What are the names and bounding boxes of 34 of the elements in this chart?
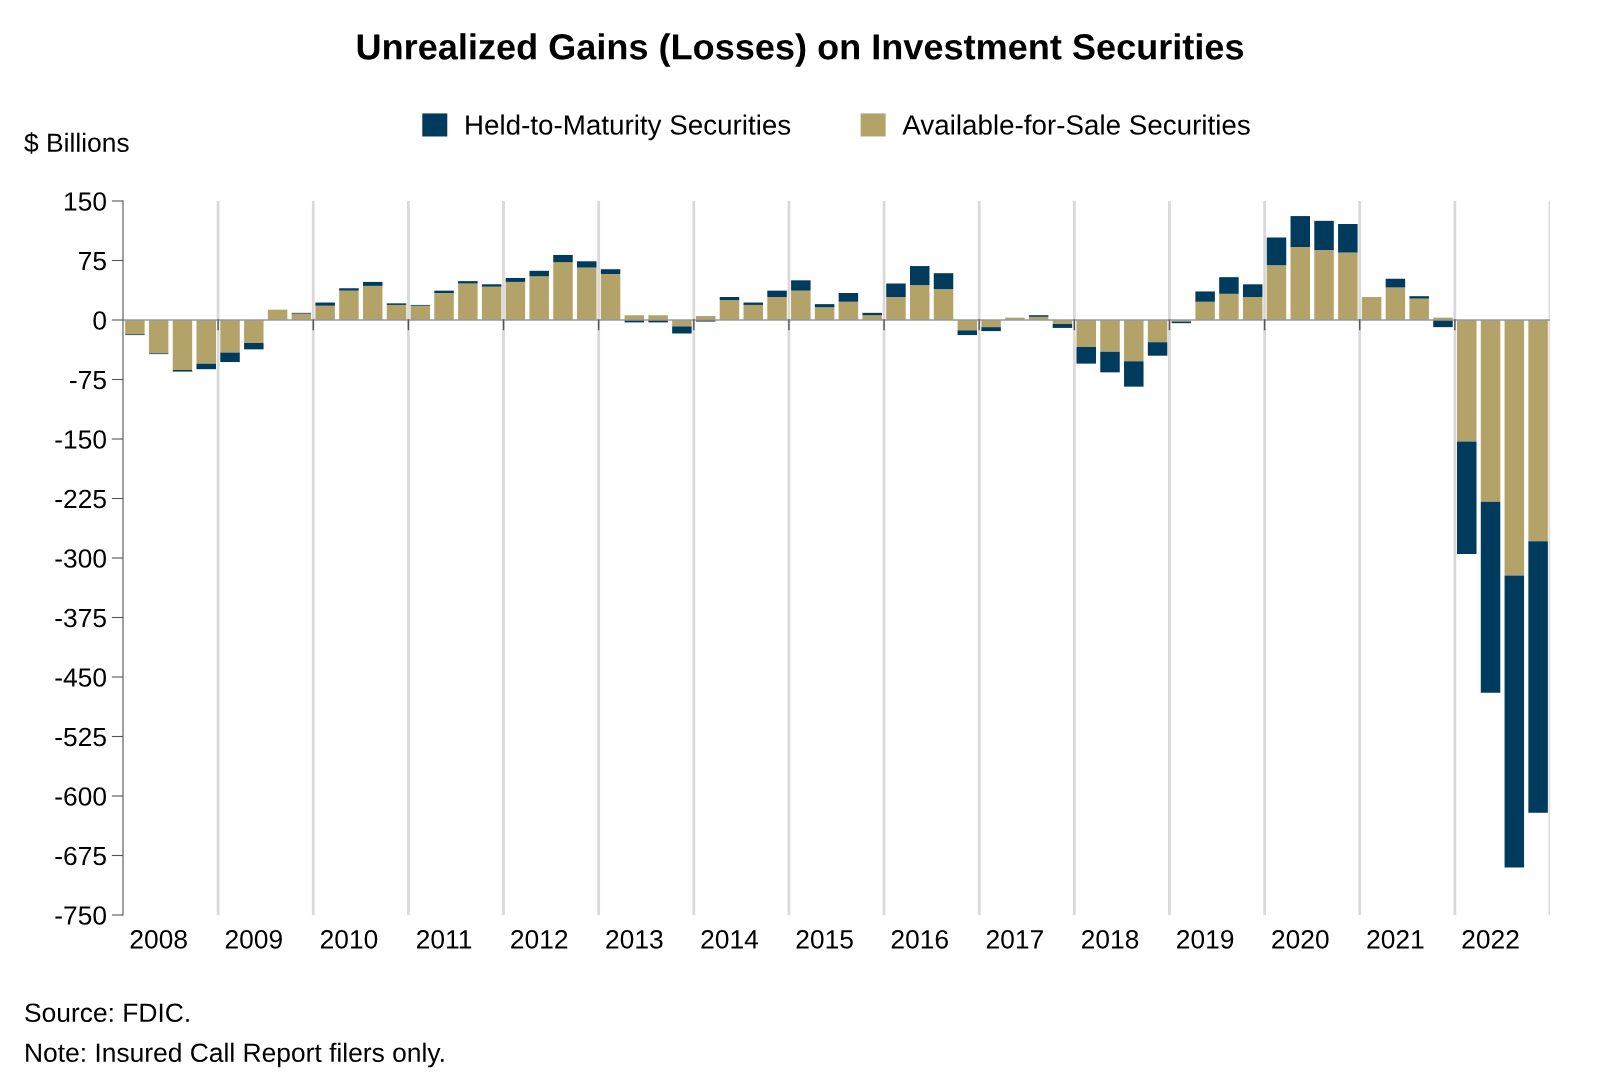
source-note: Source: FDIC. <box>25 1003 189 1023</box>
x-tick-label: 2014 <box>701 929 759 949</box>
x-tick-label: 2015 <box>796 929 853 949</box>
y-tick-label: 75 <box>79 251 106 271</box>
y-tick-label: 0 <box>93 311 106 330</box>
y-tick-label: -150 <box>55 430 106 449</box>
y-tick-label: -600 <box>55 787 106 806</box>
y-axis-title: $ Billions <box>24 132 129 154</box>
y-tick-label: -375 <box>55 608 106 628</box>
y-tick-label: -675 <box>55 846 106 866</box>
y-tick-label: -75 <box>70 370 106 390</box>
text: Note: Insured Call Report filers only. <box>26 1042 444 1068</box>
y-tick-label: -750 <box>55 906 106 925</box>
x-tick-label: 2017 <box>986 929 1043 949</box>
x-tick-label: 2013 <box>606 929 663 949</box>
y-tick-label: -225 <box>55 489 106 509</box>
x-tick-label: 2008 <box>130 929 187 949</box>
x-tick-label: 2021 <box>1367 929 1424 949</box>
x-tick-label: 2018 <box>1081 929 1139 949</box>
legend-label: Available-for-Sale Securities <box>902 114 1250 135</box>
x-tick-label: 2022 <box>1462 929 1519 949</box>
x-tick-label: 2012 <box>511 929 568 949</box>
legend-label: Held-to-Maturity Securities <box>466 114 791 141</box>
chart-title: Unrealized Gains (Losses) on Investment Securities <box>357 33 1244 67</box>
x-tick-label: 2019 <box>1177 929 1234 949</box>
x-tick-label: 2011 <box>417 929 472 949</box>
x-tick-label: 2020 <box>1272 929 1329 949</box>
y-tick-label: 150 <box>65 192 106 211</box>
x-tick-label: 2010 <box>320 929 378 949</box>
y-tick-label: -450 <box>55 668 106 687</box>
y-tick-label: -525 <box>55 727 106 747</box>
y-tick-label: -300 <box>55 549 106 568</box>
x-tick-label: 2009 <box>225 929 282 949</box>
x-tick-label: 2016 <box>891 929 948 949</box>
